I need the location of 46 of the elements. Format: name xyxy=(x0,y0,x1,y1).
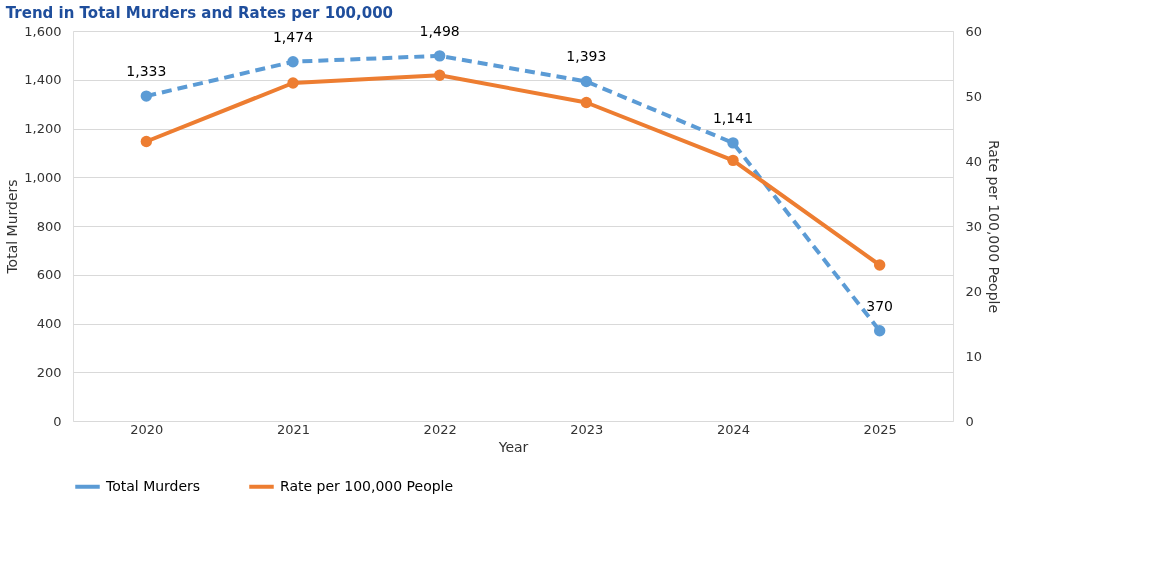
x-tick-label: 2021 xyxy=(276,421,311,437)
point xyxy=(580,96,593,109)
y2-tick-label: 40 xyxy=(965,153,983,169)
data-label: 1,498 xyxy=(419,22,460,39)
point xyxy=(727,137,739,149)
data-label: 1,141 xyxy=(712,109,754,126)
legend-label: Rate per 100,000 People xyxy=(280,477,454,494)
x-tick-label: 2022 xyxy=(423,421,457,437)
point xyxy=(873,259,886,271)
data-label: 1,393 xyxy=(566,48,607,65)
y2-tick-label: 10 xyxy=(965,348,983,364)
point xyxy=(873,325,886,337)
y-tick-label: 800 xyxy=(36,218,62,234)
y-tick-label: 1,000 xyxy=(24,169,62,185)
point xyxy=(580,75,593,88)
x-tick-label: 2025 xyxy=(863,421,897,437)
point xyxy=(140,135,153,148)
y-tick-label: 200 xyxy=(36,364,62,380)
y-tick-label: 400 xyxy=(36,316,62,331)
x-tick-label: 2024 xyxy=(716,421,751,437)
point xyxy=(287,56,299,68)
point xyxy=(727,154,739,167)
y-tick-label: 1,400 xyxy=(24,72,62,88)
y2-tick-label: 50 xyxy=(965,88,983,104)
data-label: 370 xyxy=(866,297,894,314)
data-label: 1,474 xyxy=(272,28,314,45)
legend-label: Total Murders xyxy=(105,477,201,494)
y-tick-label: 1,600 xyxy=(24,23,62,39)
y2-tick-label: 20 xyxy=(965,283,983,299)
point xyxy=(140,90,153,102)
y-tick-label: 600 xyxy=(36,267,62,283)
y-axis-title: Total Murders xyxy=(4,179,21,275)
y2-tick-label: 60 xyxy=(965,23,983,39)
point xyxy=(433,50,446,62)
y2-tick-label: 30 xyxy=(965,218,983,234)
x-tick-label: 2020 xyxy=(130,421,164,437)
data-label: 1,333 xyxy=(126,63,167,80)
y-tick-label: 0 xyxy=(53,413,62,429)
y2-tick-label: 0 xyxy=(965,413,974,429)
chart-title: Trend in Total Murders and Rates per 100,000 xyxy=(5,3,394,22)
y2-axis-title: Rate per 100,000 People xyxy=(986,139,1003,314)
x-tick-label: 2023 xyxy=(570,421,604,437)
y-tick-label: 1,200 xyxy=(24,121,62,136)
x-axis-title: Year xyxy=(497,438,529,455)
point xyxy=(433,69,446,81)
point xyxy=(287,77,299,89)
